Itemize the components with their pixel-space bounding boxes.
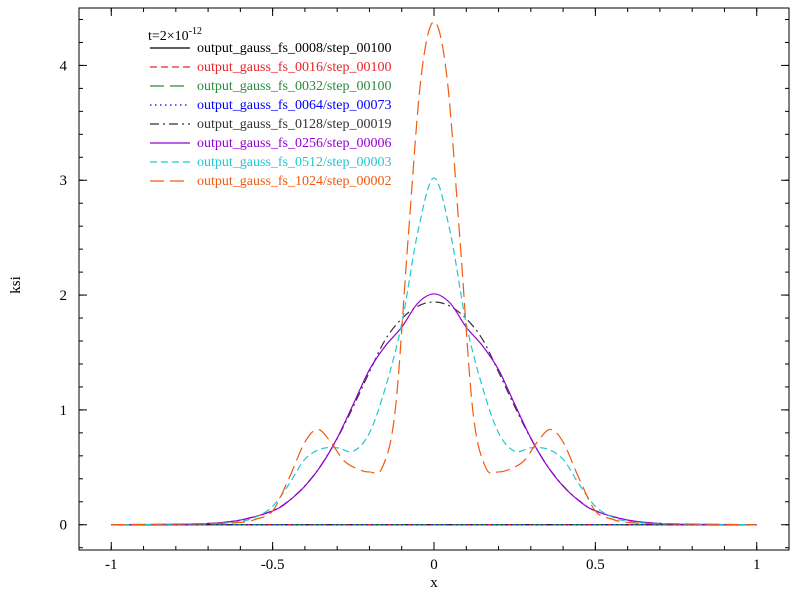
series-line-8	[111, 21, 757, 526]
legend-label: output_gauss_fs_1024/step_00002	[197, 174, 391, 189]
time-annotation-exponent: -12	[189, 26, 202, 37]
x-tick-label: 1	[753, 557, 761, 573]
legend-label: output_gauss_fs_0008/step_00100	[197, 41, 391, 56]
x-tick-label: -0.5	[261, 557, 285, 573]
time-annotation: t=2×10-12	[148, 26, 202, 44]
legend-label: output_gauss_fs_0512/step_00003	[197, 155, 391, 170]
y-tick-label: 1	[60, 403, 68, 419]
legend: output_gauss_fs_0008/step_00100 output_ga…	[150, 41, 391, 189]
legend-label: output_gauss_fs_0016/step_00100	[197, 60, 391, 75]
y-tick-label: 2	[60, 288, 68, 304]
x-tick-label: -1	[105, 557, 118, 573]
series-lines	[111, 21, 757, 526]
axis-ticks: -1 -0.5 0 0.5 1 0 1 2 3 4	[60, 8, 790, 573]
legend-label: output_gauss_fs_0032/step_00100	[197, 79, 391, 94]
legend-label: output_gauss_fs_0064/step_00073	[197, 98, 391, 113]
series-line-5	[111, 301, 757, 526]
series-line-7	[111, 177, 757, 526]
x-tick-label: 0.5	[586, 557, 605, 573]
x-axis-label: x	[430, 575, 438, 591]
legend-label: output_gauss_fs_0128/step_00019	[197, 117, 391, 132]
y-tick-label: 3	[60, 173, 68, 189]
y-tick-label: 0	[60, 518, 68, 534]
legend-label: output_gauss_fs_0256/step_00006	[197, 136, 391, 151]
plot-frame	[78, 7, 790, 551]
y-axis-label: ksi	[8, 276, 24, 294]
series-line-6	[111, 293, 757, 526]
x-tick-label: 0	[430, 557, 438, 573]
y-tick-label: 4	[60, 58, 68, 74]
